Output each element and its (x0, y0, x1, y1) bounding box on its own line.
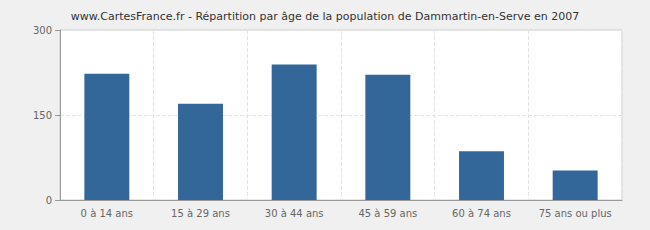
svg-text:45 à 59 ans: 45 à 59 ans (358, 208, 417, 219)
svg-text:30 à 44 ans: 30 à 44 ans (265, 208, 324, 219)
svg-text:0 à 14 ans: 0 à 14 ans (81, 208, 133, 219)
svg-text:0: 0 (46, 195, 52, 206)
svg-text:15 à 29 ans: 15 à 29 ans (171, 208, 230, 219)
svg-text:150: 150 (33, 110, 52, 121)
svg-text:300: 300 (33, 25, 52, 36)
svg-text:www.CartesFrance.fr - Répartit: www.CartesFrance.fr - Répartition par âg… (71, 10, 580, 23)
svg-text:60 à 74 ans: 60 à 74 ans (452, 208, 511, 219)
svg-text:75 ans ou plus: 75 ans ou plus (539, 208, 612, 219)
